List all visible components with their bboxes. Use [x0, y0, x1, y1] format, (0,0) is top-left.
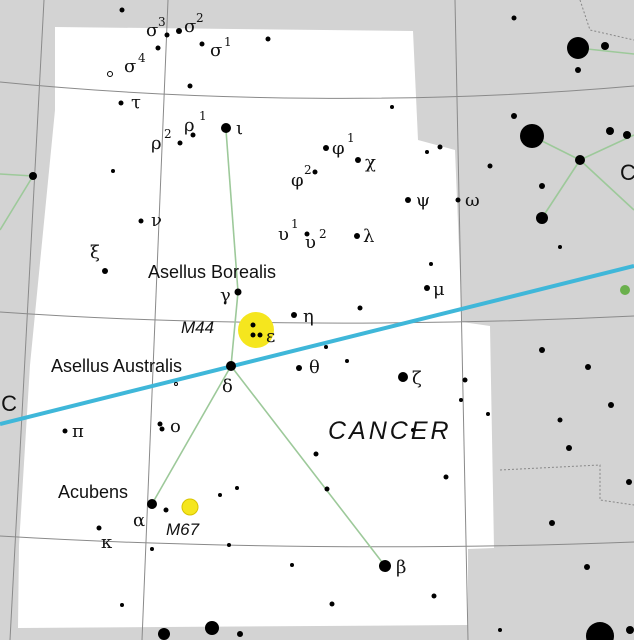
m44-cluster-marker [238, 312, 274, 348]
label-epsilon: ε [266, 326, 275, 347]
label-xi: ξ [90, 242, 100, 263]
label-acubens: Acubens [58, 482, 128, 502]
labeled-stars [62, 28, 461, 572]
label-sigma1: σ [210, 40, 222, 61]
label-tau: τ [131, 92, 141, 113]
label-mu: μ [433, 279, 445, 300]
label-kappa: κ [101, 532, 113, 553]
label-iota: ι [236, 118, 243, 139]
m67-cluster-marker [181, 498, 199, 516]
label-upsilon2-sup: 2 [319, 227, 327, 241]
label-gamma: γ [220, 285, 231, 306]
label-beta: β [396, 557, 406, 578]
label-psi: ψ [416, 190, 430, 211]
label-phi2-sup: 2 [304, 163, 312, 177]
label-omicron: ο [170, 416, 181, 437]
label-m44: M44 [181, 318, 214, 337]
ecliptic-line [0, 264, 634, 426]
label-eta: η [303, 306, 314, 327]
label-phi1: φ [332, 138, 345, 159]
label-sigma1-sup: 1 [224, 35, 232, 49]
neighbor-boundaries [499, 0, 634, 506]
neighbor-figure-lines [0, 47, 634, 231]
label-nu: ν [151, 210, 162, 231]
field-stars [29, 7, 634, 640]
label-lambda: λ [363, 226, 374, 247]
label-zeta: ζ [412, 368, 422, 389]
label-upsilon2: υ [305, 232, 316, 253]
label-pi: π [72, 421, 84, 442]
label-sigma3: σ [146, 20, 158, 41]
label-sigma2: σ [184, 16, 196, 37]
greek-labels: σ 3 σ 2 σ 4 σ 1 τ ρ 2 ρ 1 ι φ 1 φ 2 χ ψ … [72, 11, 480, 578]
label-upsilon1: υ [278, 224, 289, 245]
label-omega: ω [465, 190, 480, 211]
label-delta: δ [222, 376, 233, 397]
constellation-name: CANCER [328, 417, 452, 445]
figure-lines [151, 129, 386, 567]
neighbor-label-left: IC [0, 391, 18, 416]
label-chi: χ [365, 152, 376, 173]
label-sigma2-sup: 2 [196, 11, 204, 25]
label-phi1-sup: 1 [347, 131, 355, 145]
label-upsilon1-sup: 1 [291, 217, 299, 231]
label-rho1-sup: 1 [199, 109, 207, 123]
label-asellus-australis: Asellus Australis [51, 356, 182, 376]
neighbor-label-right: C [620, 160, 634, 185]
label-sigma4: σ [124, 56, 136, 77]
label-m67: M67 [166, 520, 200, 539]
star-name-labels: Asellus Borealis Asellus Australis Acube… [51, 262, 276, 502]
label-sigma3-sup: 3 [158, 15, 166, 29]
label-asellus-borealis: Asellus Borealis [148, 262, 276, 282]
label-rho1: ρ [184, 115, 195, 136]
label-phi2: φ [291, 170, 304, 191]
label-sigma4-sup: 4 [138, 51, 146, 65]
label-alpha: α [133, 510, 145, 531]
label-rho2-sup: 2 [164, 127, 172, 141]
label-rho2: ρ [151, 133, 162, 154]
label-theta: θ [309, 357, 320, 378]
